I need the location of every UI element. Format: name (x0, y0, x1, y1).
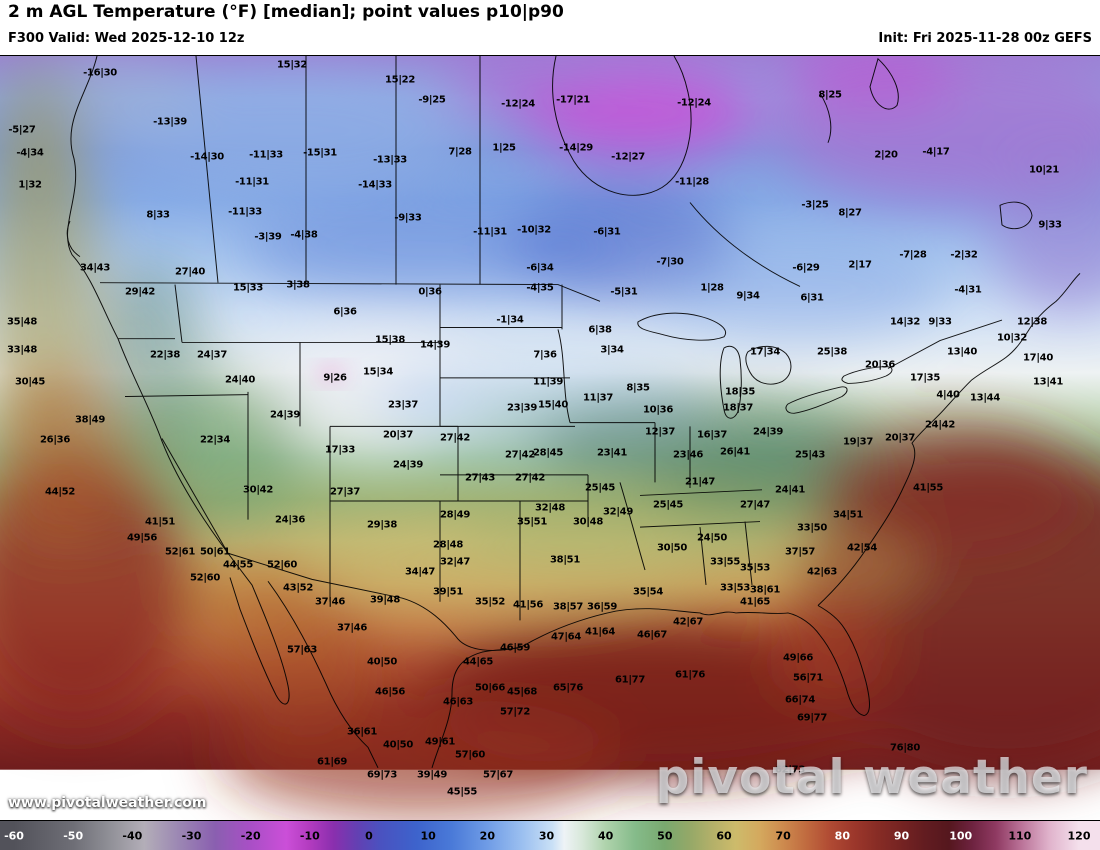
map-area (0, 55, 1100, 820)
header-bar: 2 m AGL Temperature (°F) [median]; point… (0, 0, 1100, 55)
colorbar-tick-label: -60 (4, 829, 24, 842)
atlantic-coastline (817, 273, 1081, 606)
colorbar-tick-label: -30 (181, 829, 202, 842)
florida-coastline (817, 605, 870, 717)
us-mexico-border (227, 552, 523, 651)
page-title: 2 m AGL Temperature (°F) [median]; point… (8, 2, 564, 22)
colorbar: -60 -50 -40 -30 -20 -10 0 10 20 30 40 50 60 70 80 90 100… (0, 820, 1100, 850)
us-canada-border-east (887, 319, 1003, 369)
colorbar-tick-label: 40 (598, 829, 614, 842)
colorbar-tick-label: 10 (420, 829, 436, 842)
mexico-west-coastline (267, 580, 379, 769)
temperature-field-map (0, 56, 1100, 817)
colorbar-tick-label: 60 (716, 829, 732, 842)
valid-time-label: F300 Valid: Wed 2025-12-10 12z (8, 31, 245, 46)
colorbar-tick-label: 0 (365, 829, 373, 842)
site-url-watermark: www.pivotalweather.com (8, 795, 207, 811)
colorbar-tick-label: 70 (775, 829, 791, 842)
init-time-label: Init: Fri 2025-11-28 00z GEFS (878, 31, 1092, 46)
pacific-coastline (67, 56, 229, 554)
header-subrow: F300 Valid: Wed 2025-12-10 12z Init: Fri… (8, 31, 1092, 46)
colorbar-tick-label: 20 (479, 829, 495, 842)
mountain-cold-spot (317, 366, 345, 382)
colorbar-tick-label: -40 (122, 829, 143, 842)
lake-erie (785, 386, 848, 414)
hudson-bay-outline (552, 56, 692, 196)
baja-coastline (227, 552, 290, 705)
arctic-island (869, 57, 899, 110)
james-bay-squiggle (819, 93, 832, 143)
colorbar-tick-label: 50 (657, 829, 673, 842)
brand-watermark: pivotal weather (655, 750, 1088, 805)
temperature-anomaly-blobs (0, 56, 1100, 817)
lake-michigan (719, 345, 742, 419)
gulf-coastline (521, 608, 821, 647)
colorbar-tick-label: 100 (949, 829, 973, 842)
lake-superior (637, 312, 726, 341)
colorbar-tick-label: 110 (1008, 829, 1032, 842)
colorbar-tick-label: 80 (834, 829, 850, 842)
colorbar-tick-label: -10 (299, 829, 320, 842)
lake-huron (745, 345, 792, 385)
colorbar-tick-label: -50 (63, 829, 84, 842)
colorbar-tick-label: -20 (240, 829, 261, 842)
colorbar-tick-label: 120 (1067, 829, 1091, 842)
lake-ontario (841, 366, 893, 384)
colorbar-tick-label: 90 (893, 829, 910, 842)
newfoundland (999, 201, 1033, 230)
vancouver-island (66, 220, 81, 257)
us-canada-border (99, 282, 601, 302)
coastlines-and-borders (66, 56, 1081, 769)
colorbar-tick-label: 30 (538, 829, 555, 842)
